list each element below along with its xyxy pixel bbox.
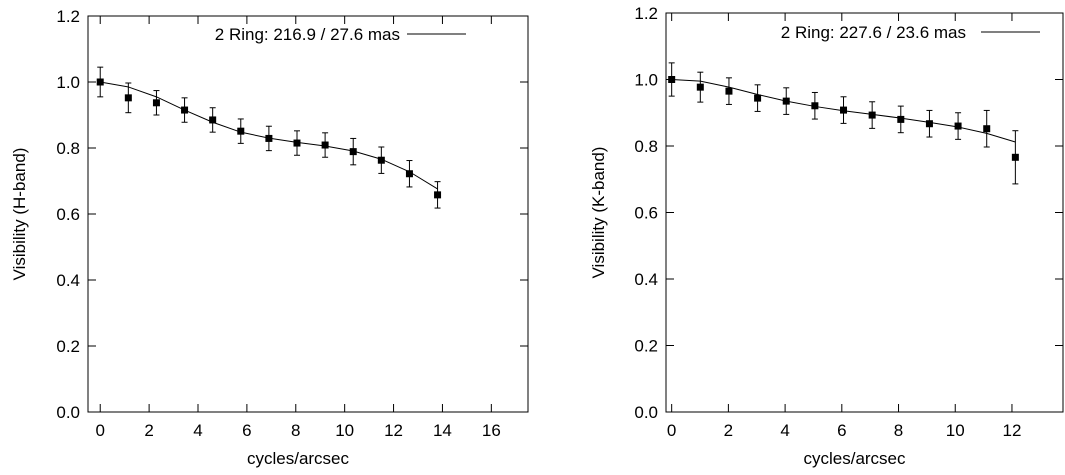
x-tick-label-k: 0: [667, 421, 676, 440]
data-point-h: [377, 156, 385, 164]
x-tick-label-k: 4: [780, 421, 789, 440]
data-point-h: [293, 139, 301, 147]
y-tick-label-h: 0.6: [56, 205, 80, 224]
x-tick-label-h: 8: [291, 421, 300, 440]
x-tick-label-h: 12: [384, 421, 403, 440]
data-point-k: [897, 115, 905, 123]
data-point-h: [181, 106, 189, 114]
data-point-k: [925, 120, 933, 128]
y-tick-label-k: 0.4: [634, 270, 658, 289]
data-point-h: [349, 148, 357, 156]
data-point-k: [954, 122, 962, 130]
y-tick-label-k: 1.2: [634, 4, 658, 23]
data-point-h: [321, 141, 329, 149]
y-tick-label-h: 1.2: [56, 7, 80, 26]
data-point-h: [265, 134, 273, 142]
x-tick-label-h: 2: [144, 421, 153, 440]
y-tick-label-k: 0.2: [634, 337, 658, 356]
data-point-h: [405, 170, 413, 178]
data-point-k: [811, 102, 819, 110]
x-tick-label-k: 2: [724, 421, 733, 440]
y-axis-title-h: Visibility (H-band): [10, 148, 29, 281]
data-point-h: [152, 99, 160, 107]
x-tick-label-k: 12: [1002, 421, 1021, 440]
data-point-k: [840, 106, 848, 114]
data-point-h: [96, 78, 104, 86]
x-tick-label-h: 10: [335, 421, 354, 440]
data-point-k: [668, 76, 676, 83]
data-point-h: [434, 191, 442, 199]
data-point-k: [754, 94, 762, 102]
y-tick-label-h: 0.8: [56, 139, 80, 158]
chart-k-band: 0.0 0.2 0.4 0.6 0.8 1.0 1.2 0 2 4 6 8 10 12 cycles/arc…: [589, 4, 1064, 468]
y-tick-label-k: 1.0: [634, 71, 658, 90]
data-point-k: [782, 97, 790, 105]
x-tick-label-h: 16: [482, 421, 501, 440]
legend-label-k: 2 Ring: 227.6 / 23.6 mas: [781, 23, 966, 42]
y-tick-label-k: 0.0: [634, 403, 658, 422]
legend-label-h: 2 Ring: 216.9 / 27.6 mas: [215, 25, 400, 44]
data-point-k: [1011, 153, 1019, 161]
y-tick-label-k: 0.6: [634, 204, 658, 223]
y-tick-label-k: 0.8: [634, 137, 658, 156]
x-tick-label-h: 0: [95, 421, 104, 440]
data-point-k: [696, 83, 704, 91]
y-axis-title-k: Visibility (K-band): [589, 147, 608, 279]
plot-area-h: 0.0 0.2 0.4 0.6 0.8 1.0 1.2 0 2 4 6 8 10 12 14 16 cycles…: [10, 7, 529, 468]
x-tick-label-k: 8: [894, 421, 903, 440]
data-point-h: [209, 116, 217, 124]
x-tick-label-k: 10: [946, 421, 965, 440]
plot-frame-k: [665, 12, 1064, 413]
x-tick-label-h: 6: [242, 421, 251, 440]
x-tick-label-h: 14: [433, 421, 452, 440]
x-axis-title-k: cycles/arcsec: [803, 449, 906, 468]
x-tick-label-k: 6: [837, 421, 846, 440]
data-point-k: [725, 87, 733, 95]
y-tick-label-h: 1.0: [56, 73, 80, 92]
data-point-h: [124, 94, 132, 102]
y-tick-label-h: 0.4: [56, 271, 80, 290]
x-axis-title-h: cycles/arcsec: [247, 449, 350, 468]
plot-frame-h: [87, 15, 529, 413]
chart-h-band: 0.0 0.2 0.4 0.6 0.8 1.0 1.2 0 2 4 6 8 10 12 14 16 cycles…: [10, 7, 529, 468]
data-point-h: [237, 127, 245, 135]
plot-area-k: 0.0 0.2 0.4 0.6 0.8 1.0 1.2 0 2 4 6 8 10 12 cycles/arc…: [589, 4, 1064, 468]
y-tick-label-h: 0.2: [56, 337, 80, 356]
x-tick-label-h: 4: [193, 421, 202, 440]
data-point-k: [983, 125, 991, 133]
data-point-k: [868, 111, 876, 119]
y-tick-label-h: 0.0: [56, 403, 80, 422]
